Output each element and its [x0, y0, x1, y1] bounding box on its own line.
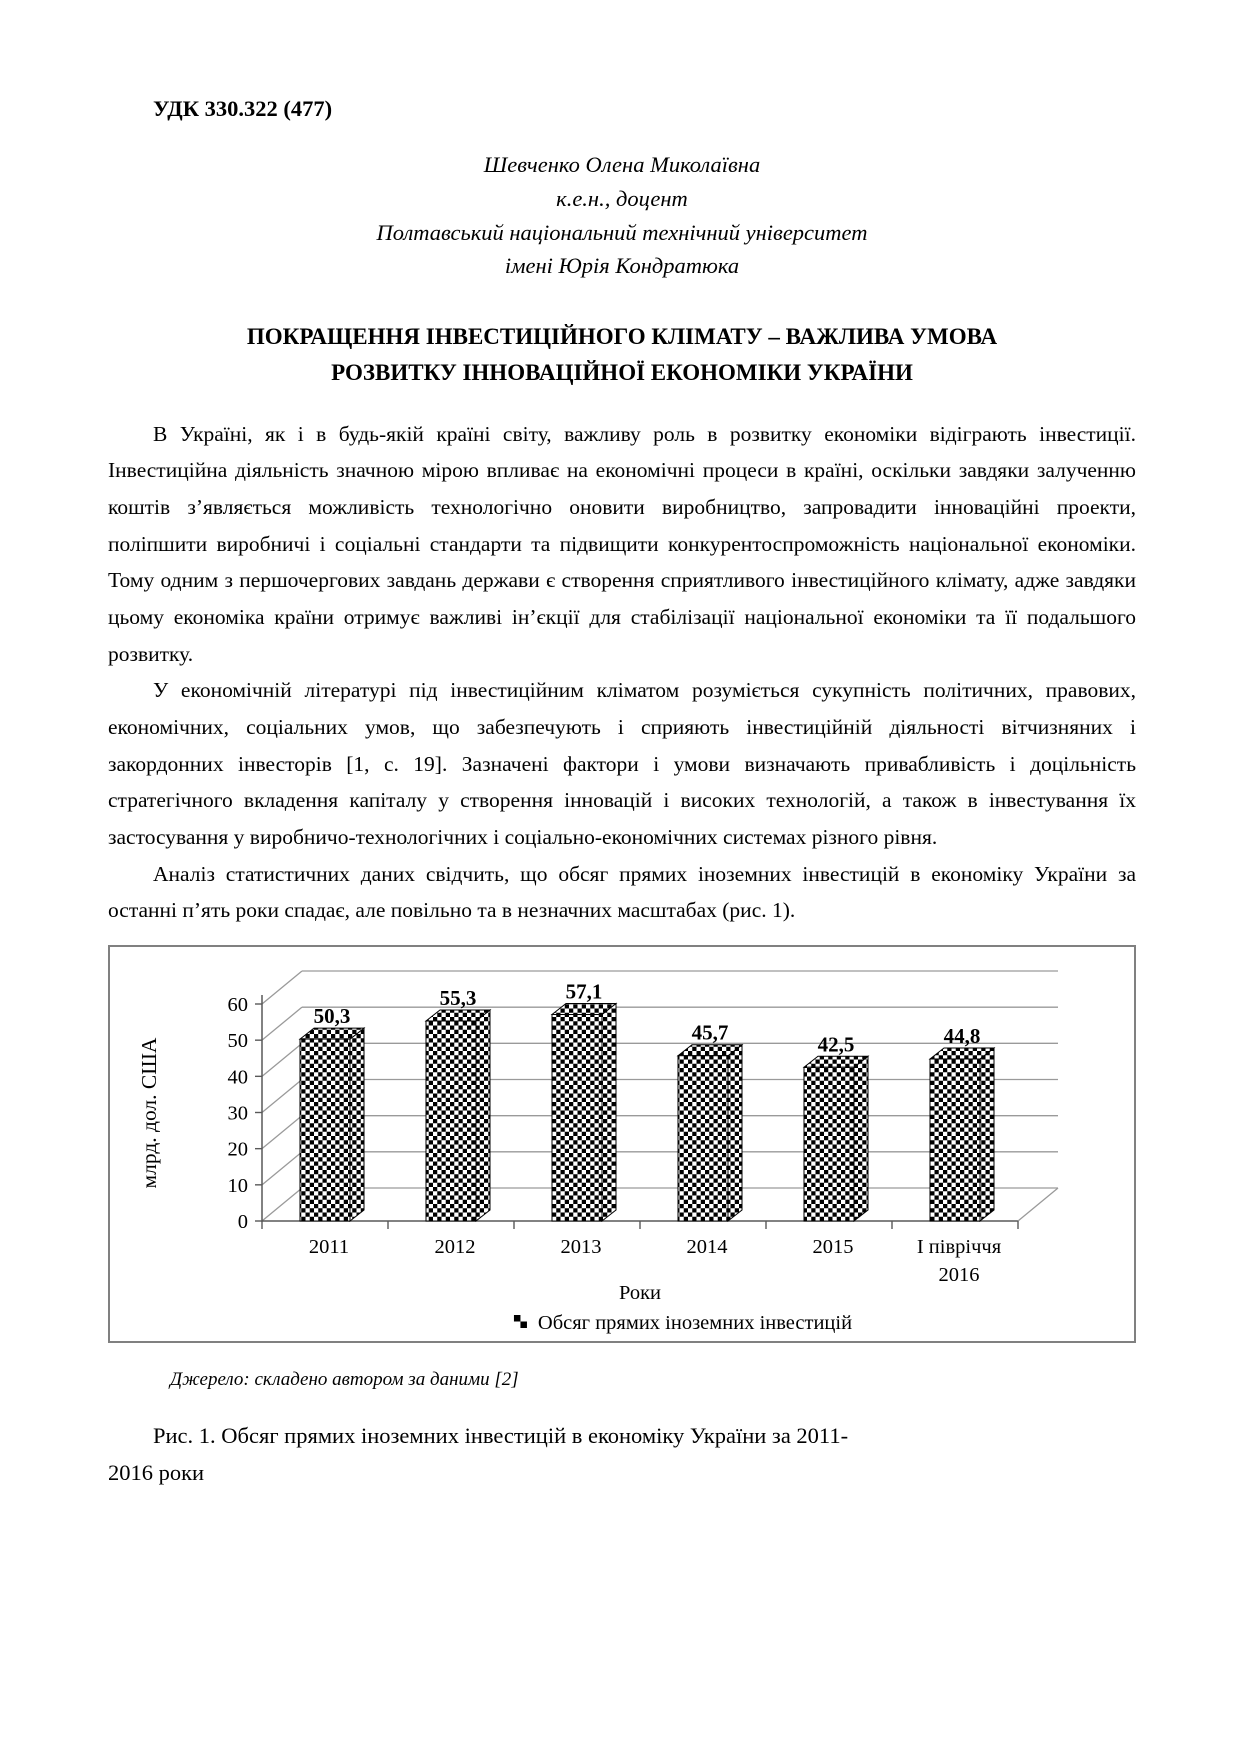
chart-bar — [425, 1020, 477, 1222]
figure-caption: Рис. 1. Обсяг прямих іноземних інвестиці… — [108, 1417, 1136, 1492]
figure-caption-line2: 2016 роки — [108, 1460, 205, 1486]
chart-bar — [299, 1038, 351, 1222]
chart-bar-side — [349, 1026, 365, 1222]
y-tick-label: 60 — [228, 994, 249, 1016]
x-tick-label: І півріччя — [917, 1236, 1002, 1258]
legend-label: Обсяг прямих іноземних інвестицій — [538, 1312, 852, 1334]
bar-value-label: 50,3 — [314, 1004, 351, 1028]
x-tick-label: 2013 — [561, 1236, 602, 1258]
gridline-diagonal — [261, 1042, 303, 1077]
chart-bar-side — [853, 1055, 869, 1222]
chart-bar — [677, 1055, 729, 1222]
author-affiliation-line2: імені Юрія Кондратюка — [504, 253, 740, 279]
chart-bar — [929, 1058, 981, 1222]
y-tick-label: 40 — [228, 1066, 249, 1088]
y-tick-label: 50 — [228, 1030, 249, 1052]
chart-svg: 0 10 20 30 40 50 60 50,3 2011 55,3 2012 57,1 2013 45,… — [137, 970, 1059, 1334]
body-paragraph-1: В Україні, як і в будь-якій країні світу… — [108, 421, 1136, 666]
gridline-diagonal — [261, 1115, 303, 1150]
y-tick-label: 30 — [228, 1102, 249, 1124]
y-tick-label: 20 — [228, 1139, 249, 1161]
gridline-diagonal — [261, 970, 303, 1005]
author-degree: к.е.н., доцент — [556, 185, 688, 211]
gridline-diagonal — [261, 1078, 303, 1113]
article-title-line1: ПОКРАЩЕННЯ ІНВЕСТИЦІЙНОГО КЛІМАТУ – ВАЖЛ… — [246, 324, 998, 349]
y-tick-label: 10 — [228, 1175, 249, 1197]
floor-diagonal — [1017, 1187, 1059, 1222]
x-tick-label: 2015 — [813, 1236, 854, 1258]
gridline-diagonal — [261, 1151, 303, 1186]
chart-bar-side — [475, 1008, 491, 1222]
chart-bar — [803, 1066, 855, 1222]
gridline-diagonal — [261, 1187, 303, 1222]
article-title: ПОКРАЩЕННЯ ІНВЕСТИЦІЙНОГО КЛІМАТУ – ВАЖЛ… — [108, 319, 1136, 392]
gridline-diagonal — [261, 1006, 303, 1041]
chart-bar-side — [601, 1002, 617, 1222]
bar-value-label: 55,3 — [440, 986, 477, 1010]
chart-bar — [551, 1013, 603, 1222]
author-affiliation-line1: Полтавський національний технічний уніве… — [376, 219, 868, 245]
bar-value-label: 45,7 — [692, 1021, 729, 1045]
x-tick-label: 2014 — [687, 1236, 728, 1258]
source-note: Джерело: складено автором за даними [2] — [170, 1368, 519, 1390]
figure-caption-line1: Рис. 1. Обсяг прямих іноземних інвестиці… — [153, 1422, 849, 1448]
bar-value-label: 57,1 — [566, 979, 603, 1003]
author-block: Шевченко Олена Миколаївна к.е.н., доцент… — [108, 148, 1136, 283]
y-tick-label: 0 — [238, 1211, 248, 1233]
x-tick-label: 2016 — [939, 1264, 980, 1286]
chart-bar-side — [727, 1043, 743, 1222]
article-title-line2: РОЗВИТКУ ІННОВАЦІЙНОЇ ЕКОНОМІКИ УКРАЇНИ — [331, 360, 913, 386]
x-tick-label: 2011 — [309, 1236, 349, 1258]
author-name: Шевченко Олена Миколаївна — [483, 152, 761, 177]
body-paragraph-3: Аналіз статистичних даних свідчить, що о… — [108, 861, 1136, 923]
bar-value-label: 44,8 — [944, 1024, 981, 1048]
body-paragraph-2: У економічній літературі під інвестиційн… — [108, 678, 1136, 849]
legend-marker-icon — [513, 1314, 527, 1328]
x-tick-label: 2012 — [435, 1236, 476, 1258]
figure-chart: 0 10 20 30 40 50 60 50,3 2011 55,3 2012 57,1 2013 45,… — [108, 944, 1136, 1343]
x-axis-title: Роки — [619, 1282, 661, 1304]
chart-canvas: 0 10 20 30 40 50 60 50,3 2011 55,3 2012 57,1 2013 45,… — [110, 949, 1134, 1339]
chart-bar-side — [979, 1046, 995, 1222]
y-axis-title: млрд. дол. США — [137, 1037, 161, 1188]
bar-value-label: 42,5 — [818, 1032, 855, 1056]
udc-code: УДК 330.322 (477) — [153, 96, 333, 121]
